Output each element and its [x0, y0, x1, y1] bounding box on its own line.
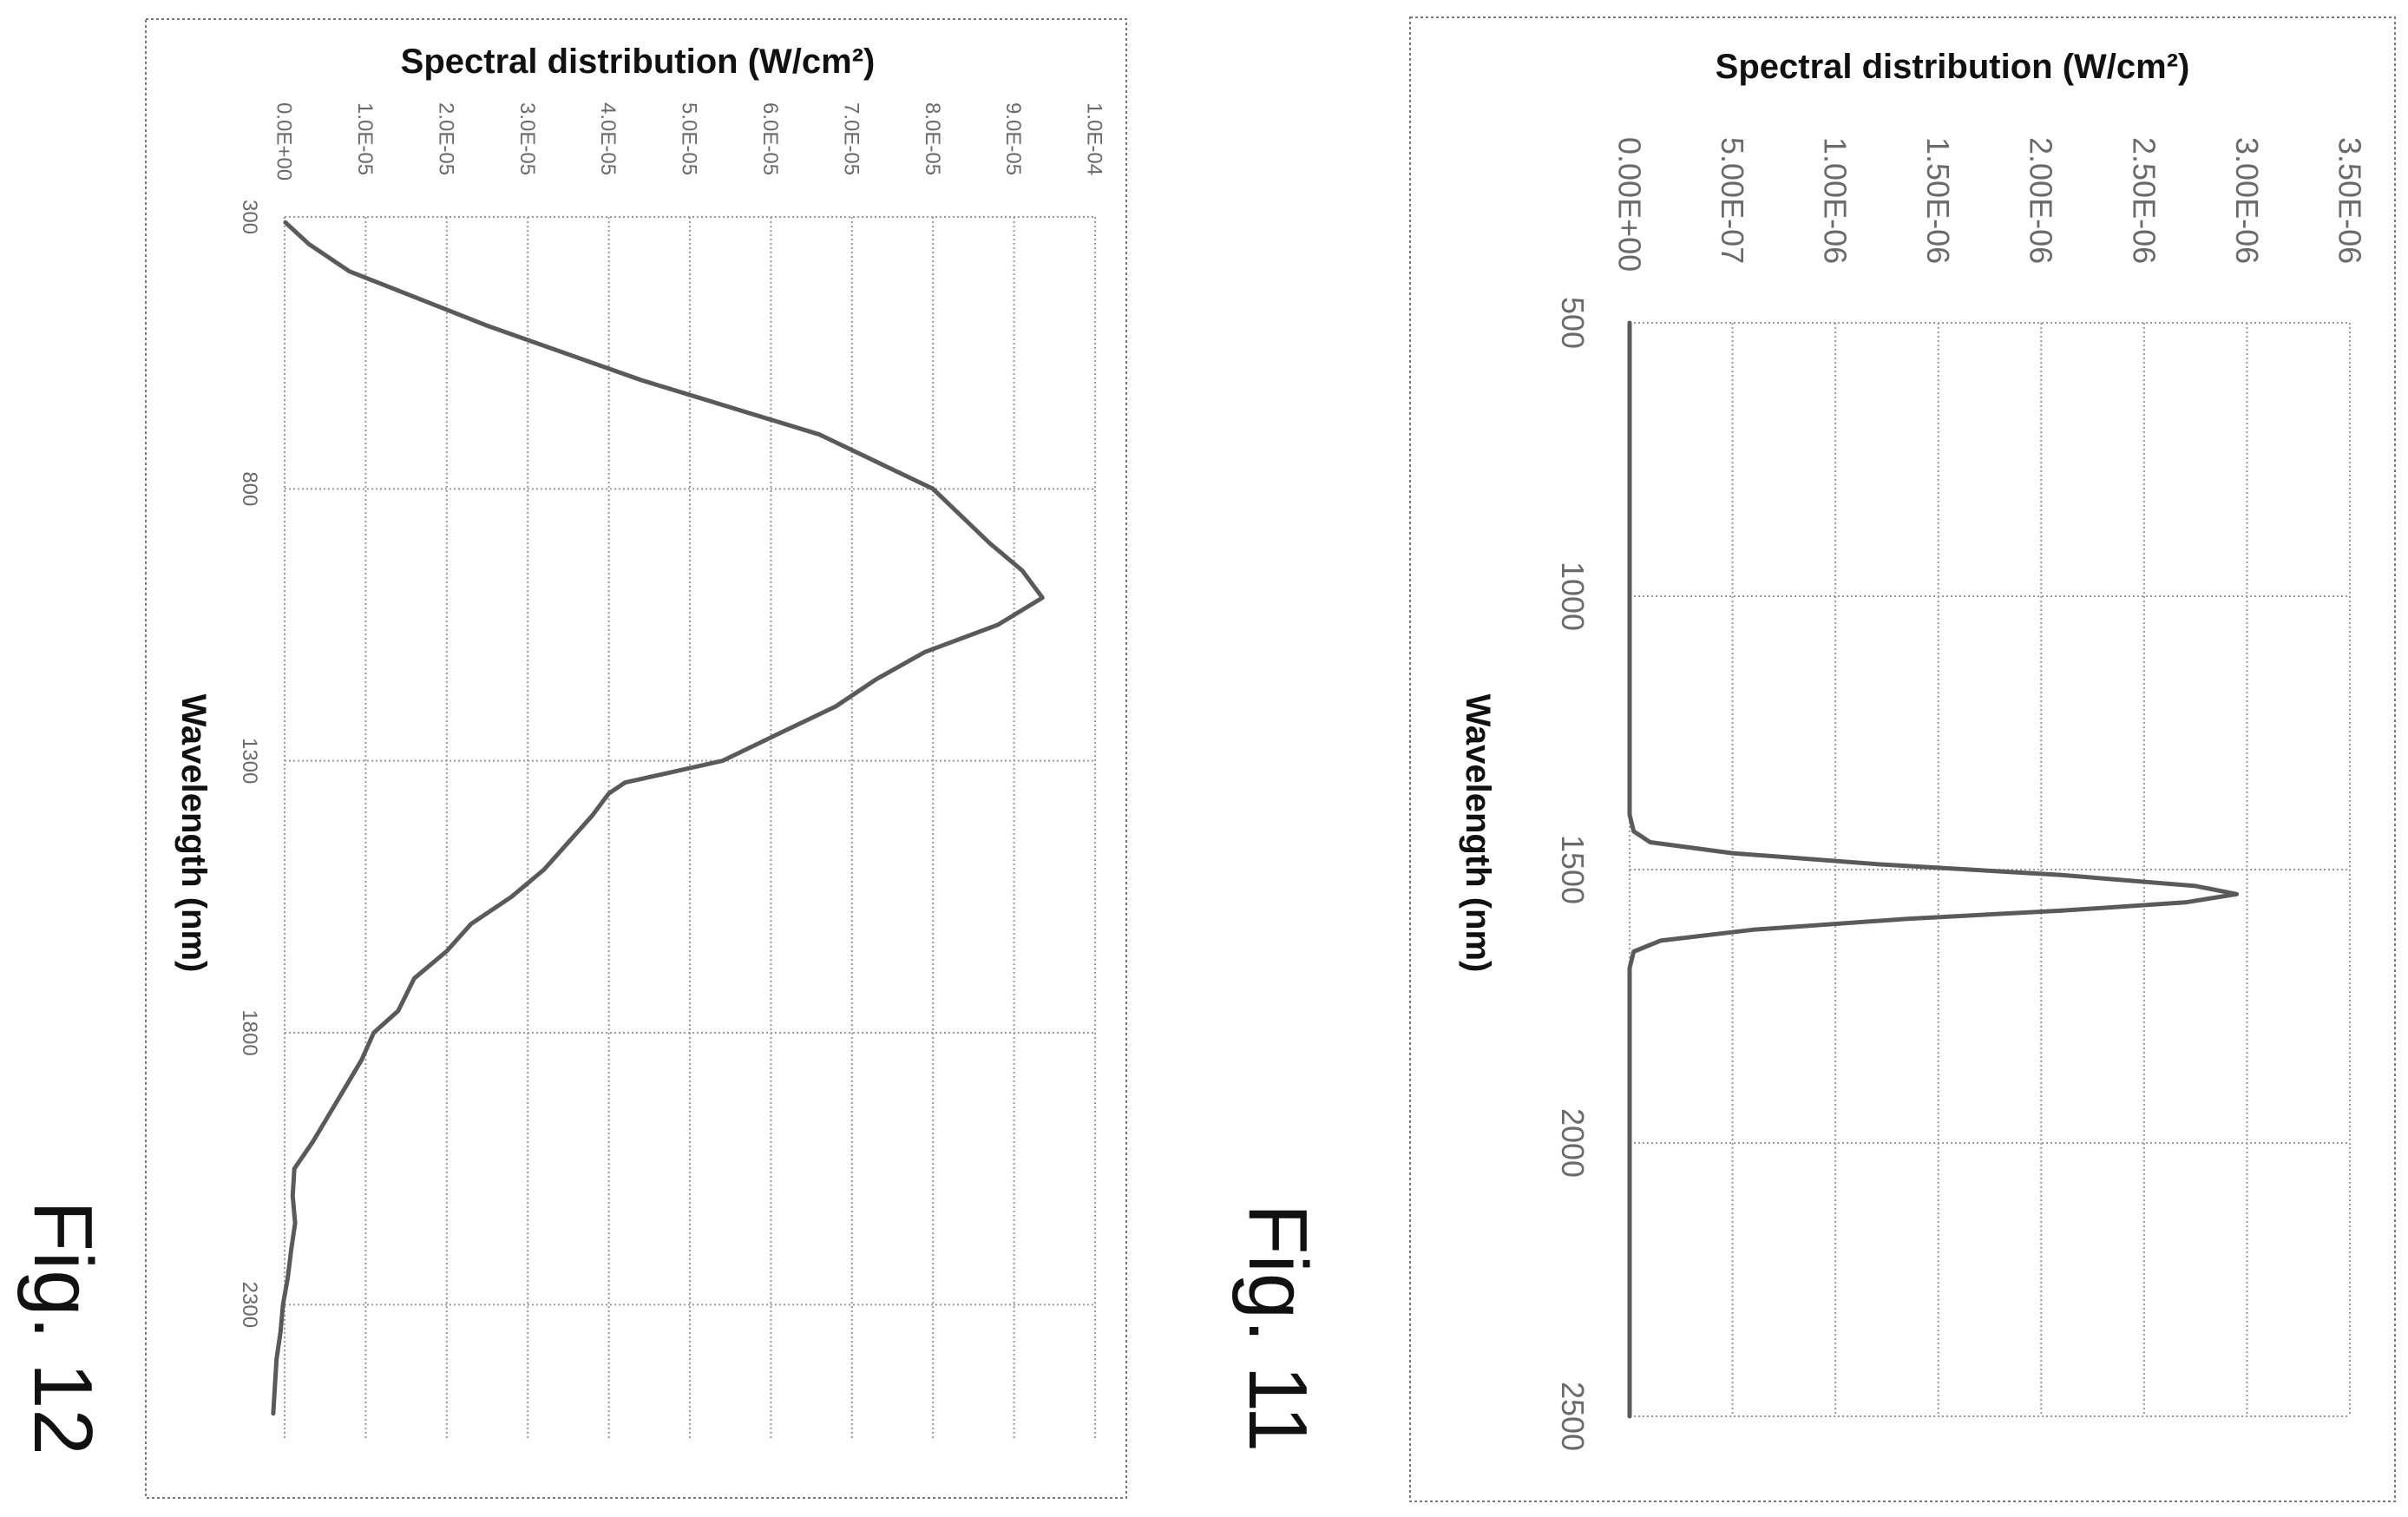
figure-11-x-tick-label: 500: [1555, 297, 1591, 349]
figure-11-y-tick-label: 5.00E-07: [1715, 137, 1750, 264]
figure-12-x-tick-label: 1800: [238, 1009, 261, 1055]
figure-11-x-tick-label: 1500: [1555, 835, 1591, 904]
figure-12-y-tick-label: 0.0E+00: [272, 102, 296, 181]
figure-12-x-tick-label: 800: [238, 471, 261, 506]
figure-11-y-tick-labels: 0.00E+00 5.00E-07 1.00E-06 1.50E-06 2.00E-06…: [1611, 137, 2367, 272]
figure-12-y-tick-label: 1.0E-04: [1083, 102, 1106, 175]
figure-12-spectrum-line: [271, 220, 1045, 1416]
figure-11-y-tick-label: 1.00E-06: [1818, 137, 1854, 264]
figure-12-y-tick-label: 2.0E-05: [434, 102, 457, 175]
figure-12-label: Fig. 12: [16, 1200, 109, 1455]
figure-11-spectrum-line: [1627, 320, 2240, 1419]
figure-12-y-tick-label: 6.0E-05: [758, 102, 782, 175]
figure-12-y-tick-label: 9.0E-05: [1001, 102, 1025, 175]
figure-12-x-tick-labels: 300 800 1300 1800 2300: [238, 200, 261, 1328]
figure-12-y-tick-label: 8.0E-05: [921, 102, 944, 175]
figure-12-panel: Spectral distribution (W/cm²) 0.0E+00 1.0…: [16, 18, 1127, 1499]
figure-11-x-tick-label: 2000: [1555, 1108, 1591, 1178]
figure-11-x-tick-labels: 500 1000 1500 2000 2500: [1555, 297, 1591, 1451]
figure-11-x-tick-label: 1000: [1555, 561, 1591, 631]
figure-12-y-tick-label: 4.0E-05: [596, 102, 620, 175]
figure-11-y-tick-label: 2.00E-06: [2024, 137, 2059, 264]
figure-11-label: Fig. 11: [1231, 1204, 1324, 1452]
figure-12-y-tick-label: 7.0E-05: [839, 102, 863, 175]
figure-12-frame: [145, 18, 1127, 1499]
figure-11-x-axis-title: Wavelength (nm): [1459, 694, 1497, 973]
figure-12-y-tick-label: 3.0E-05: [515, 102, 539, 175]
figure-12-y-tick-label: 5.0E-05: [678, 102, 701, 175]
figure-12-y-axis-title: Spectral distribution (W/cm²): [401, 43, 876, 81]
figure-12-x-tick-label: 1300: [238, 738, 261, 784]
figure-11-y-axis-title: Spectral distribution (W/cm²): [1716, 48, 2190, 86]
figure-12-y-tick-label: 1.0E-05: [353, 102, 377, 175]
figure-11-y-tick-label: 0.00E+00: [1611, 137, 1647, 272]
figure-12-x-axis-title: Wavelength (nm): [174, 694, 213, 973]
figure-11-y-tick-label: 3.50E-06: [2332, 137, 2367, 264]
figure-12-x-tick-label: 300: [238, 200, 261, 234]
figure-11-x-tick-label: 2500: [1555, 1382, 1591, 1451]
figure-12-y-tick-labels: 0.0E+00 1.0E-05 2.0E-05 3.0E-05 4.0E-05 5.0E-…: [272, 102, 1106, 181]
figure-11-panel: Spectral distribution (W/cm²) 0.00E+00 5.…: [1231, 16, 2396, 1502]
figure-11-y-tick-label: 1.50E-06: [1920, 137, 1956, 264]
figure-11-y-tick-label: 2.50E-06: [2126, 137, 2162, 264]
figure-11-y-tick-label: 3.00E-06: [2229, 137, 2265, 264]
figure-12-x-tick-label: 2300: [238, 1282, 261, 1328]
